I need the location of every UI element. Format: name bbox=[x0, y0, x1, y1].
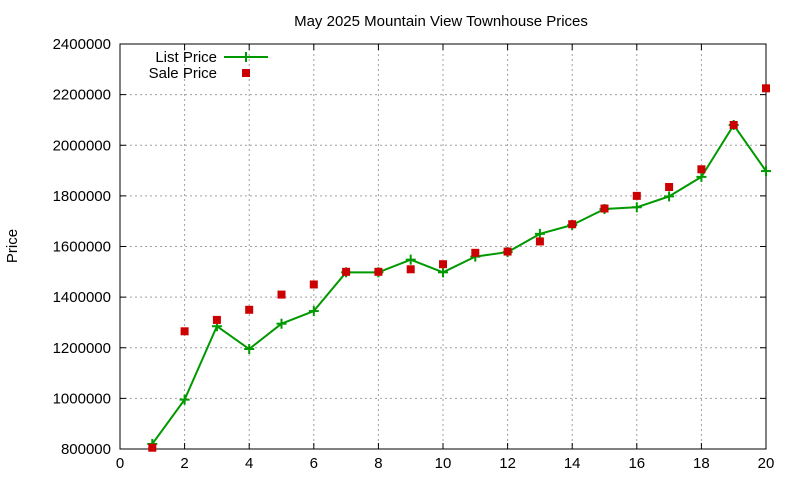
sale-price-point bbox=[245, 305, 254, 314]
y-tick-label: 1200000 bbox=[53, 340, 111, 357]
sale-price-point bbox=[600, 204, 609, 213]
x-tick-label: 16 bbox=[628, 455, 645, 472]
sale-price-point bbox=[729, 121, 738, 129]
list-price-point bbox=[664, 191, 675, 202]
x-tick-label: 4 bbox=[245, 455, 253, 472]
list-price-point bbox=[631, 202, 642, 213]
list-price-point bbox=[438, 267, 448, 278]
grid-lines bbox=[120, 44, 766, 449]
list-price-point bbox=[179, 394, 190, 405]
sale-price-point bbox=[148, 443, 157, 452]
list-price-point bbox=[244, 344, 255, 355]
x-tick-label: 10 bbox=[435, 455, 452, 472]
legend-item-list-price: List Price bbox=[155, 49, 268, 66]
y-tick-label: 1400000 bbox=[53, 289, 111, 306]
sale-price-point bbox=[212, 315, 221, 324]
sale-price-point bbox=[439, 260, 447, 269]
y-tick-label: 1600000 bbox=[53, 239, 111, 256]
list-price-point bbox=[241, 52, 251, 62]
legend-label: List Price bbox=[155, 49, 217, 66]
sale-price-point bbox=[277, 290, 286, 299]
sale-price-point bbox=[632, 191, 641, 200]
y-tick-label: 800000 bbox=[61, 441, 111, 458]
x-tick-label: 14 bbox=[564, 455, 581, 472]
y-tick-label: 1000000 bbox=[53, 390, 111, 407]
x-tick-label: 20 bbox=[758, 455, 775, 472]
sale-price-point bbox=[309, 280, 318, 289]
sale-price-point bbox=[180, 327, 189, 336]
y-tick-label: 2400000 bbox=[53, 36, 111, 53]
sale-price-point bbox=[697, 165, 706, 174]
sale-price-point bbox=[374, 267, 383, 276]
data-series bbox=[147, 84, 771, 452]
sale-price-point bbox=[471, 248, 480, 257]
sale-price-point bbox=[406, 265, 415, 274]
x-tick-label: 2 bbox=[180, 455, 188, 472]
sale-price-point bbox=[342, 267, 351, 276]
legend-label: Sale Price bbox=[149, 65, 217, 82]
list-price-series bbox=[147, 120, 771, 449]
x-tick-label: 12 bbox=[499, 455, 516, 472]
sale-price-point bbox=[762, 84, 770, 93]
x-tick-label: 6 bbox=[310, 455, 318, 472]
sale-price-point bbox=[568, 220, 577, 229]
sale-price-point bbox=[535, 237, 544, 246]
list-price-point bbox=[276, 318, 287, 329]
x-tick-label: 0 bbox=[116, 455, 124, 472]
list-price-point bbox=[534, 228, 545, 239]
sale-price-point bbox=[665, 183, 674, 192]
list-price-point bbox=[405, 254, 416, 265]
y-tick-label: 2200000 bbox=[53, 87, 111, 104]
legend-item-sale-price: Sale Price bbox=[149, 65, 250, 82]
y-axis-title: Price bbox=[4, 229, 21, 263]
x-tick-label: 18 bbox=[693, 455, 710, 472]
sale-price-point bbox=[503, 247, 512, 256]
axis-ticks: 0 2 4 6 8 10 12 14 16 18 20 800000 1000000 1200000 140… bbox=[53, 36, 775, 472]
sale-price-series bbox=[148, 84, 770, 452]
x-tick-label: 8 bbox=[374, 455, 382, 472]
legend-square-swatch bbox=[242, 69, 250, 77]
list-price-point bbox=[308, 306, 319, 317]
y-tick-label: 2000000 bbox=[53, 137, 111, 154]
list-price-point bbox=[696, 171, 707, 182]
y-tick-label: 1800000 bbox=[53, 188, 111, 205]
list-price-line bbox=[151, 124, 767, 445]
chart-title: May 2025 Mountain View Townhouse Prices bbox=[294, 13, 588, 30]
list-price-point bbox=[761, 166, 771, 177]
